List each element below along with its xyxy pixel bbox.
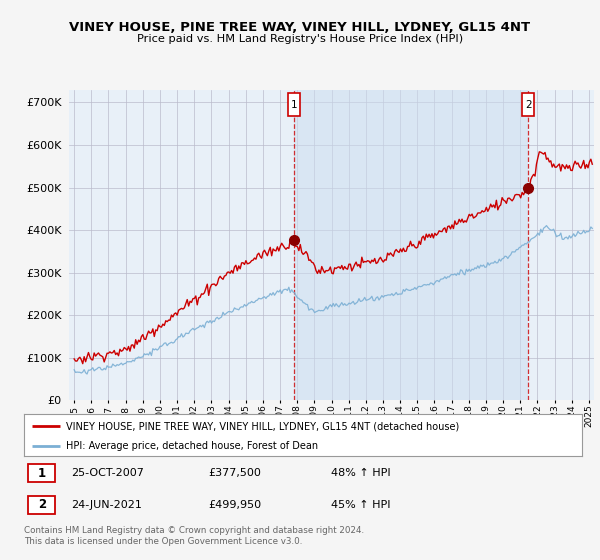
Text: Price paid vs. HM Land Registry's House Price Index (HPI): Price paid vs. HM Land Registry's House …	[137, 34, 463, 44]
Text: Contains HM Land Registry data © Crown copyright and database right 2024.
This d: Contains HM Land Registry data © Crown c…	[24, 526, 364, 546]
Bar	[294, 90, 529, 400]
Text: VINEY HOUSE, PINE TREE WAY, VINEY HILL, LYDNEY, GL15 4NT (detached house): VINEY HOUSE, PINE TREE WAY, VINEY HILL, …	[66, 421, 459, 431]
Text: VINEY HOUSE, PINE TREE WAY, VINEY HILL, LYDNEY, GL15 4NT: VINEY HOUSE, PINE TREE WAY, VINEY HILL, …	[70, 21, 530, 34]
FancyBboxPatch shape	[288, 92, 300, 116]
Text: 2: 2	[525, 100, 532, 110]
Text: 1: 1	[291, 100, 298, 110]
FancyBboxPatch shape	[523, 92, 535, 116]
FancyBboxPatch shape	[28, 464, 55, 482]
Text: 25-OCT-2007: 25-OCT-2007	[71, 468, 145, 478]
Text: 2: 2	[38, 498, 46, 511]
Text: HPI: Average price, detached house, Forest of Dean: HPI: Average price, detached house, Fore…	[66, 441, 318, 451]
Text: 48% ↑ HPI: 48% ↑ HPI	[331, 468, 391, 478]
Text: 24-JUN-2021: 24-JUN-2021	[71, 500, 142, 510]
Text: £377,500: £377,500	[208, 468, 261, 478]
Text: £499,950: £499,950	[208, 500, 261, 510]
Text: 1: 1	[38, 466, 46, 480]
Text: 45% ↑ HPI: 45% ↑ HPI	[331, 500, 391, 510]
FancyBboxPatch shape	[28, 496, 55, 514]
